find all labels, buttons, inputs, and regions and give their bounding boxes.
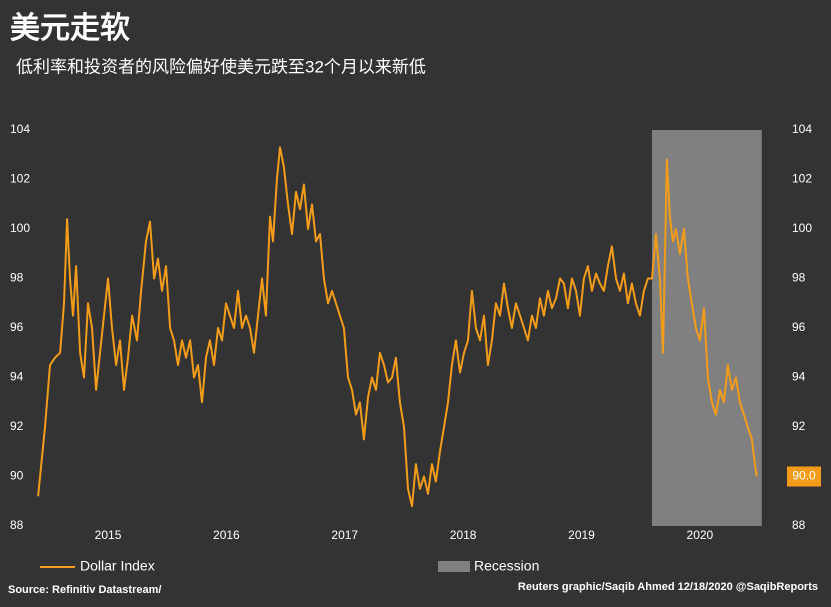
y2-tick-label: 94 [792,370,806,384]
y2-tick-label: 96 [792,320,806,334]
x-tick-label: 2015 [95,528,122,542]
credit: Reuters graphic/Saqib Ahmed 12/18/2020 @… [518,581,818,593]
chart-subtitle: 低利率和投资者的风险偏好使美元跌至32个月以来新低 [16,56,426,76]
y2-tick-label: 92 [792,419,806,433]
x-tick-label: 2019 [568,528,595,542]
y-tick-label: 104 [10,122,30,136]
last-value-label: 90.0 [792,469,816,483]
y-tick-label: 88 [10,518,24,532]
y-tick-label: 92 [10,419,24,433]
y-tick-label: 98 [10,271,24,285]
y-tick-label: 96 [10,320,24,334]
chart-title: 美元走软 [10,11,130,45]
y2-tick-label: 100 [792,221,812,235]
source: Source: Refinitiv Datastream/ [8,584,161,596]
data-line [37,146,758,508]
y2-tick-label: 88 [792,518,806,532]
y-tick-label: 90 [10,469,24,483]
y2-tick-label: 104 [792,122,812,136]
legend-swatch [438,561,470,572]
last-value-box [787,466,821,487]
x-tick-label: 2020 [687,528,714,542]
x-tick-label: 2016 [213,528,240,542]
recession-band [651,130,762,526]
y2-tick-label: 102 [792,172,812,186]
y-tick-label: 94 [10,370,24,384]
legend-label: Recession [474,558,539,574]
x-tick-label: 2017 [331,528,358,542]
y2-tick-label: 98 [792,271,806,285]
legend-label: Dollar Index [80,558,155,574]
y-tick-label: 100 [10,221,30,235]
y-tick-label: 102 [10,172,30,186]
x-tick-label: 2018 [450,528,477,542]
